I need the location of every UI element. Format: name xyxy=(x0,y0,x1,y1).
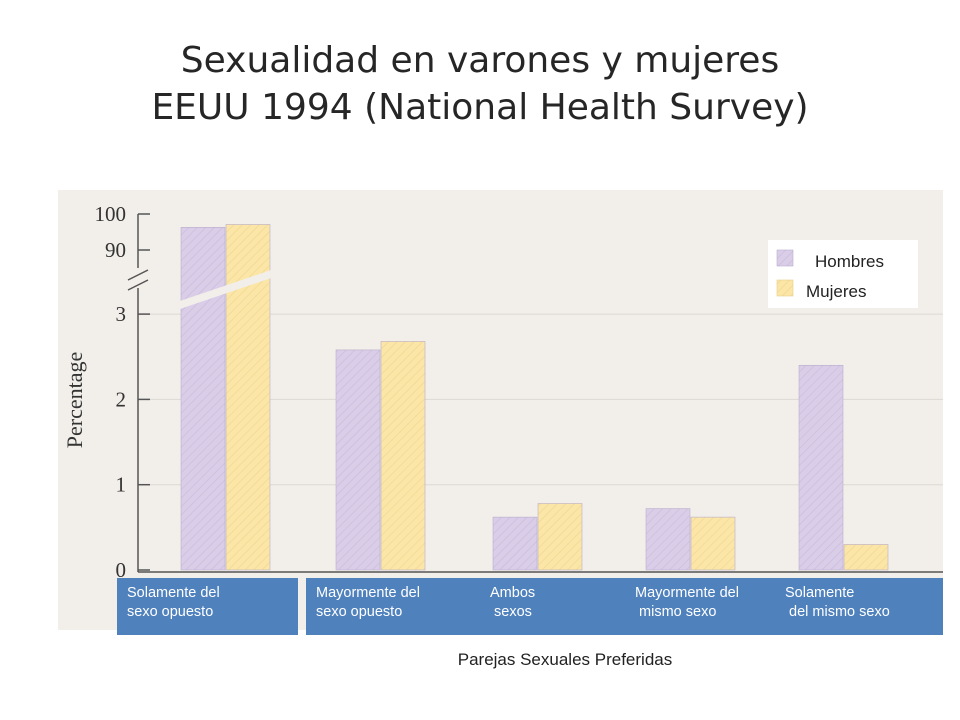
bar-hombres-3 xyxy=(492,516,538,571)
bar-break-band xyxy=(177,268,277,310)
legend-label-hombres: Hombres xyxy=(815,252,884,271)
legend-label-mujeres: Mujeres xyxy=(806,282,867,301)
legend-swatch-mujeres xyxy=(776,279,794,297)
bar-mujeres-5 xyxy=(843,544,889,571)
y-tick-label: 3 xyxy=(116,302,127,326)
x-axis-label: Parejas Sexuales Preferidas xyxy=(457,650,673,669)
axis-break-mark xyxy=(127,269,149,281)
category-label-3: Ambos sexos xyxy=(490,585,536,620)
bars xyxy=(177,224,889,571)
slide-title: Sexualidad en varones y mujeres EEUU 199… xyxy=(0,38,960,132)
bar-mujeres-2 xyxy=(380,341,426,571)
y-tick-label: 1 xyxy=(116,473,127,497)
category-label-4: Mayormente del mismo sexo xyxy=(635,585,739,620)
y-tick-label: 2 xyxy=(116,387,127,411)
y-axis-label: Percentage xyxy=(62,352,87,449)
bar-hombres-2 xyxy=(335,349,381,571)
category-box-2: Mayormente del sexo opuesto Ambos sexos … xyxy=(306,578,943,635)
bar-mujeres-4 xyxy=(690,516,736,571)
legend xyxy=(768,240,918,308)
y-axis: 3 2 1 0 100 90 xyxy=(95,202,943,582)
category-label-2: Mayormente del sexo opuesto xyxy=(316,585,420,620)
bar-hombres-5 xyxy=(798,364,844,571)
title-line-1: Sexualidad en varones y mujeres xyxy=(180,40,780,81)
category-label-5: Solamente del mismo sexo xyxy=(785,585,890,620)
legend-swatch-hombres xyxy=(776,249,794,267)
category-box-1: Solamente del sexo opuesto xyxy=(117,578,298,635)
bar-mujeres-3 xyxy=(537,503,583,571)
category-label-1: Solamente del sexo opuesto xyxy=(127,585,220,620)
title-line-2: EEUU 1994 (National Health Survey) xyxy=(151,86,809,128)
axis-break-mark xyxy=(127,279,149,291)
y-tick-label: 90 xyxy=(105,238,126,262)
y-tick-label: 0 xyxy=(116,558,127,582)
bar-hombres-4 xyxy=(645,508,691,571)
y-tick-label: 100 xyxy=(95,202,127,226)
bar-hombres-1 xyxy=(180,227,226,571)
